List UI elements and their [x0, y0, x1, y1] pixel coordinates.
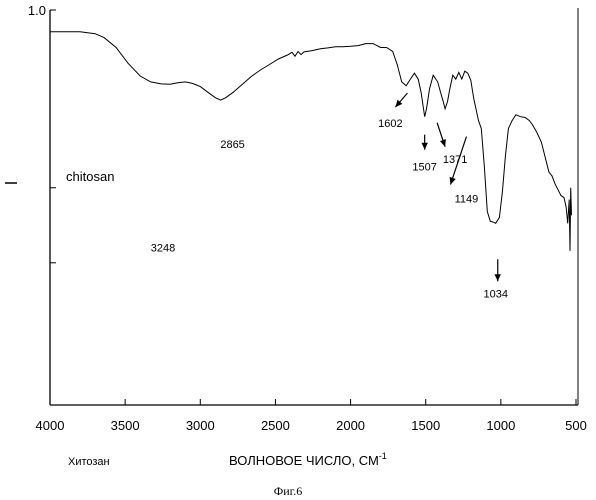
- x-tick-group: 4000 3500 3000 2500 2000 1500 1000 500: [36, 399, 587, 433]
- peak-label: 2865: [220, 139, 244, 151]
- x-tick-label: 4000: [36, 418, 65, 433]
- annotation-arrowhead: [495, 274, 501, 281]
- figure-caption: Фиг.6: [274, 484, 302, 498]
- peak-label: 1602: [378, 118, 402, 130]
- x-axis-title-exponent: -1: [379, 451, 387, 461]
- annotation-arrowhead: [422, 143, 428, 150]
- peak-annotations: 3248 2865 1602 1507 1371 1149 1034: [151, 93, 508, 300]
- chitosan-label: chitosan: [66, 169, 114, 184]
- peak-label: 1034: [484, 288, 508, 300]
- x-tick-label: 3500: [111, 418, 140, 433]
- x-tick-label: 3000: [186, 418, 215, 433]
- peak-label: 1371: [443, 154, 467, 166]
- x-tick-label: 2500: [261, 418, 290, 433]
- plot-frame: [5, 8, 578, 405]
- x-tick-label: 2000: [336, 418, 365, 433]
- x-axis-title: ВОЛНОВОЕ ЧИСЛО, СМ-1: [229, 451, 387, 468]
- x-axis-title-text: ВОЛНОВОЕ ЧИСЛО, СМ: [229, 453, 379, 468]
- peak-label: 1507: [412, 162, 436, 174]
- khitozan-label: Хитозан: [68, 456, 110, 468]
- annotation-arrowhead: [450, 177, 456, 185]
- spectrum-line: [50, 32, 572, 251]
- x-tick-label: 1000: [486, 418, 515, 433]
- y-tick-label: 1.0: [28, 3, 46, 18]
- peak-label: 3248: [151, 243, 175, 255]
- y-tick-group: 1.0: [28, 3, 56, 263]
- x-tick-label: 1500: [411, 418, 440, 433]
- peak-label: 1149: [455, 194, 479, 206]
- x-tick-label: 500: [565, 418, 587, 433]
- annotation-arrowhead: [440, 139, 446, 147]
